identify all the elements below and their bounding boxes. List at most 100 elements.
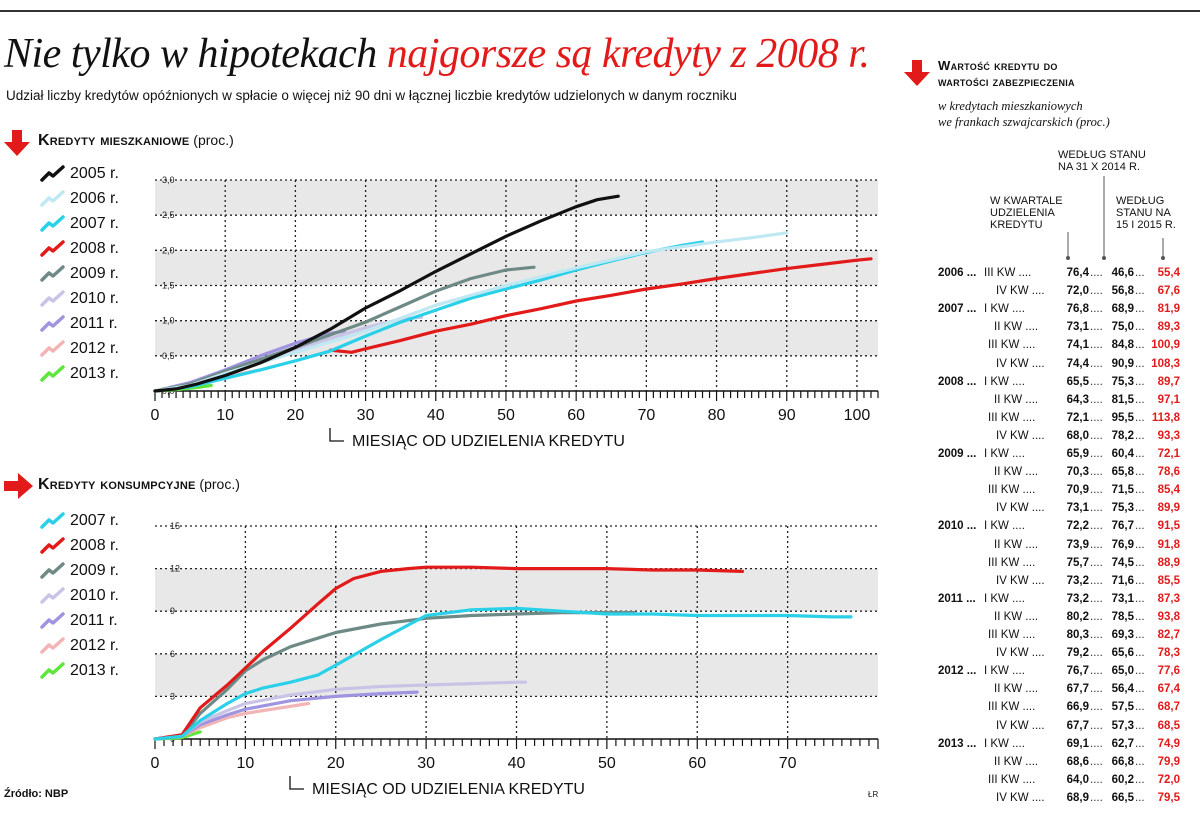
value-oct-2014: 84,8 <box>1111 339 1134 352</box>
value-quarter: 73,1 <box>1066 502 1089 515</box>
value-oct-2014: 62,7 <box>1111 737 1134 750</box>
y-tick-label: 3 <box>170 691 175 701</box>
value-quarter: 72,1 <box>1066 411 1089 424</box>
column-header-oct-2014: Według stanu na 31 X 2014 r. <box>1058 149 1146 173</box>
axis-label-bracket <box>329 428 344 442</box>
value-jan-2015: 100,9 <box>1151 339 1180 352</box>
y-tick-label: 6 <box>170 649 175 659</box>
x-tick-label: 30 <box>417 755 435 772</box>
value-oct-2014: 65,0 <box>1111 665 1134 678</box>
value-oct-2014: 66,8 <box>1111 755 1134 768</box>
plot-band <box>155 653 878 697</box>
table-row: IV KW .... 73,1.... 75,3... 89,9 <box>996 502 1180 515</box>
row-quarter: I KW .... <box>984 303 1025 316</box>
value-quarter: 72,2 <box>1066 520 1089 533</box>
table-row: III KW .... 74,1.... 84,8... 100,9 <box>988 339 1180 352</box>
value-quarter: 80,3 <box>1066 629 1089 641</box>
row-quarter: IV KW .... <box>996 357 1045 370</box>
author-credit: ŁR <box>868 790 879 799</box>
legend-swatch <box>40 240 65 257</box>
series-line-2008 <box>153 565 744 741</box>
value-jan-2015: 93,3 <box>1157 429 1180 442</box>
y-tick-label: 9 <box>170 606 175 616</box>
table-row: 2012 ... I KW .... 76,7.... 65,0... 77,6 <box>938 665 1180 678</box>
value-oct-2014: 56,8 <box>1111 285 1134 298</box>
x-tick-label: 20 <box>286 407 304 424</box>
x-tick-label: 70 <box>637 407 655 424</box>
row-year: 2013 ... <box>938 737 977 750</box>
x-tick-label: 50 <box>598 755 616 772</box>
row-quarter: III KW .... <box>988 411 1036 424</box>
legend-label: 2010 r. <box>70 587 119 604</box>
value-quarter: 68,6 <box>1066 755 1089 768</box>
y-tick-label: 15 <box>170 521 180 531</box>
value-oct-2014: 65,8 <box>1111 466 1134 479</box>
x-tick-label: 70 <box>779 755 797 772</box>
table-row: II KW .... 80,2.... 78,5... 93,8 <box>994 610 1180 623</box>
value-quarter: 68,0 <box>1066 429 1089 442</box>
row-quarter: II KW .... <box>994 755 1039 768</box>
table-row: III KW .... 80,3.... 69,3... 82,7 <box>988 629 1180 641</box>
value-quarter: 73,2 <box>1066 574 1089 587</box>
table-row: III KW .... 66,9.... 57,5... 68,7 <box>988 701 1180 714</box>
row-year: 2006 ... <box>938 267 977 279</box>
legend-swatch <box>40 662 65 679</box>
x-tick-label: 20 <box>327 755 345 772</box>
table-row: IV KW .... 67,7.... 57,3... 68,5 <box>996 719 1180 732</box>
y-tick-label: 2,0 <box>162 245 175 255</box>
legend-swatch <box>40 537 65 554</box>
row-quarter: I KW .... <box>984 592 1025 605</box>
source-note: Źródło: NBP <box>4 788 69 800</box>
y-tick-label: 1,5 <box>162 281 175 291</box>
x-tick-label: 10 <box>236 755 254 772</box>
value-oct-2014: 81,5 <box>1111 393 1134 406</box>
row-quarter: IV KW .... <box>996 285 1045 298</box>
x-tick-label: 60 <box>567 407 585 424</box>
series-line-2009 <box>153 265 536 393</box>
value-oct-2014: 71,6 <box>1111 574 1134 587</box>
legend-swatch <box>40 512 65 529</box>
value-quarter: 73,2 <box>1066 592 1089 605</box>
legend-swatch <box>40 215 65 232</box>
row-quarter: IV KW .... <box>996 574 1045 587</box>
y-tick-label: 0,5 <box>162 351 175 361</box>
column-header-jan-2015: Według stanu na 15 I 2015 r. <box>1116 195 1176 231</box>
column-pointer-lines <box>1066 176 1165 260</box>
value-jan-2015: 93,8 <box>1157 610 1180 623</box>
x-tick-label: 30 <box>357 407 375 424</box>
table-row: 2008 ... I KW .... 65,5.... 75,3... 89,7 <box>938 375 1180 388</box>
legend-label: 2008 r. <box>70 537 119 554</box>
value-jan-2015: 85,4 <box>1157 484 1180 497</box>
row-quarter: III KW .... <box>988 629 1036 641</box>
value-oct-2014: 76,9 <box>1111 538 1134 551</box>
value-jan-2015: 85,5 <box>1157 574 1180 587</box>
legend-label: 2011 r. <box>70 315 118 332</box>
table-row: IV KW .... 68,9.... 66,5... 79,5 <box>996 791 1180 804</box>
table-row: III KW .... 72,1.... 95,5... 113,8 <box>988 411 1180 424</box>
value-jan-2015: 67,6 <box>1157 285 1180 298</box>
row-quarter: I KW .... <box>984 448 1025 460</box>
legend-swatch <box>40 315 65 332</box>
page-title: Nie tylko w hipotekach najgorsze są kred… <box>4 31 870 77</box>
row-year: 2007 ... <box>938 303 977 316</box>
series-line-2008 <box>328 257 873 354</box>
table-row: III KW .... 75,7.... 74,5... 88,9 <box>988 556 1180 569</box>
value-oct-2014: 68,9 <box>1111 303 1134 316</box>
table-row: II KW .... 73,9.... 76,9... 91,8 <box>994 538 1180 551</box>
value-jan-2015: 108,3 <box>1151 357 1180 370</box>
value-jan-2015: 81,9 <box>1157 303 1180 316</box>
value-quarter: 74,1 <box>1066 339 1089 352</box>
row-quarter: II KW .... <box>994 538 1039 551</box>
value-oct-2014: 75,0 <box>1111 321 1134 334</box>
table-row: 2013 ... I KW .... 69,1.... 62,7... 74,9 <box>938 737 1180 750</box>
legend-swatch <box>40 265 65 282</box>
row-quarter: III KW .... <box>988 773 1036 786</box>
plot-band <box>155 355 878 391</box>
value-quarter: 66,9 <box>1066 701 1089 714</box>
value-quarter: 64,0 <box>1066 773 1089 786</box>
value-quarter: 72,0 <box>1066 285 1089 298</box>
value-oct-2014: 75,3 <box>1111 375 1134 388</box>
value-quarter: 68,9 <box>1066 791 1089 804</box>
chart-mortgage: 0,00,51,01,52,02,53,00 10 20 30 40 50 60 70 80 90… <box>151 175 879 450</box>
value-quarter: 74,4 <box>1066 357 1089 370</box>
